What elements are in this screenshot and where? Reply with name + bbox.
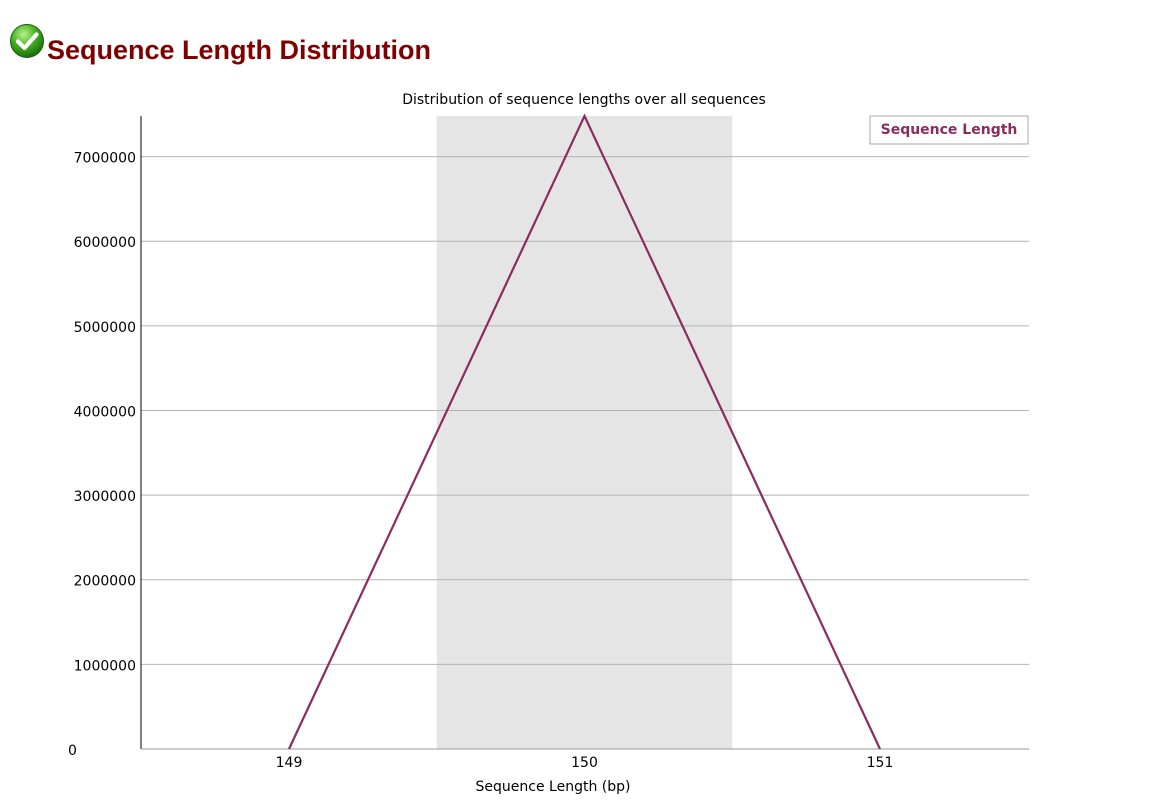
page-title: Sequence Length Distribution [47,34,432,65]
highlight-band [436,116,733,749]
x-axis-label: Sequence Length (bp) [476,779,631,795]
check-icon [10,24,44,58]
y-tick-label: 3000000 [74,489,136,505]
y-tick-label: 2000000 [74,574,136,590]
x-tick-label: 150 [571,755,598,771]
y-tick-label: 4000000 [74,404,136,420]
x-tick-label: 149 [276,755,303,771]
legend: Sequence Length [869,115,1029,145]
page-header: Sequence Length Distribution [9,22,431,68]
chart-title: Distribution of sequence lengths over al… [402,92,766,108]
y-tick-label: 1000000 [74,658,136,674]
legend-box [869,115,1029,145]
y-tick-label: 0 [68,743,77,759]
y-tick-label: 7000000 [74,151,136,167]
legend-label: Sequence Length [881,122,1018,138]
x-tick-label: 151 [867,755,894,771]
y-tick-label: 5000000 [74,320,136,336]
y-tick-label: 6000000 [74,235,136,251]
series-layer [288,113,881,750]
y-tick-labels: 0 1000000 2000000 3000000 4000000 5000000 6000… [68,151,136,759]
gridlines [141,156,1029,665]
x-tick-labels: 149 150 151 [276,755,894,771]
